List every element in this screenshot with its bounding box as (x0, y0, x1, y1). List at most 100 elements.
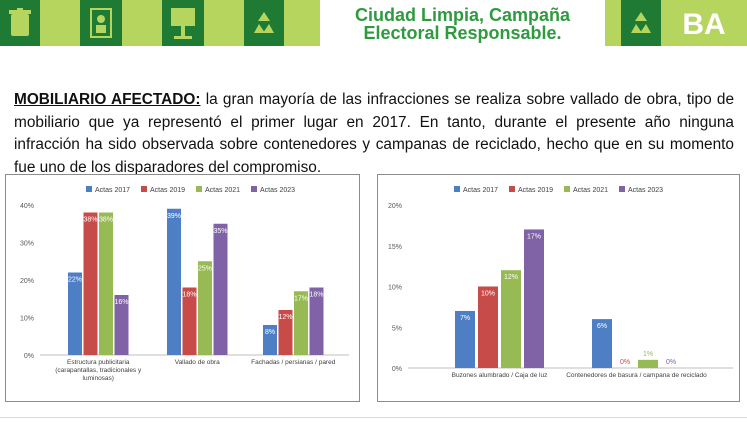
legend-swatch (86, 186, 92, 192)
poster-icon (90, 8, 112, 38)
chart-svg: 0% 10% 20% 30% 40% Actas 2017 Actas 2019 Actas … (20, 186, 349, 382)
bar (309, 287, 324, 355)
data-label: 12% (504, 274, 518, 281)
x-tick-label: (carapantallas, tradicionales y (55, 367, 142, 374)
intro-paragraph: MOBILIARIO AFECTADO: la gran mayoría de … (14, 89, 734, 179)
x-tick-label: Estructura publicitaria (67, 359, 130, 366)
bar (478, 286, 498, 368)
legend-swatch (251, 186, 257, 192)
header-banner: Ciudad Limpia, Campaña Electoral Respons… (0, 0, 747, 46)
banner-tile (204, 0, 244, 46)
legend-swatch (454, 186, 460, 192)
svg-text:BA: BA (682, 8, 725, 39)
bar (114, 295, 129, 355)
x-tick-label: luminosas) (83, 375, 114, 382)
bar (198, 261, 212, 355)
data-label: 39% (167, 213, 181, 220)
legend-label: Actas 2021 (573, 187, 608, 194)
chart-svg: 0% 5% 10% 15% 20% Actas 2017 Actas 2019 Actas 2… (388, 186, 733, 379)
legend-label: Actas 2021 (205, 187, 240, 194)
y-tick-label: 10% (388, 285, 402, 292)
data-label: 16% (114, 299, 128, 306)
data-label: 17% (527, 233, 541, 240)
data-label: 7% (460, 315, 470, 322)
legend-label: Actas 2017 (95, 187, 130, 194)
legend-label: Actas 2019 (150, 187, 185, 194)
data-label: 8% (265, 329, 275, 336)
y-tick-label: 0% (24, 353, 34, 360)
y-tick-label: 0% (392, 366, 402, 373)
divider (0, 417, 747, 418)
bar (294, 291, 308, 355)
trash-bin-icon (9, 8, 31, 36)
intro-label: MOBILIARIO AFECTADO: (14, 91, 201, 109)
data-label: 38% (83, 217, 97, 224)
y-tick-label: 30% (20, 241, 34, 248)
data-label: 12% (278, 314, 292, 321)
x-tick-label: Contenedores de basura / campana de reci… (566, 372, 707, 379)
y-tick-label: 5% (392, 325, 402, 332)
banner-tile (244, 0, 284, 46)
bar (638, 359, 658, 368)
banner-tile: BA (661, 0, 747, 46)
banner-tile (162, 0, 204, 46)
data-label: 38% (99, 217, 113, 224)
data-label: 18% (182, 292, 196, 299)
bar (213, 223, 228, 355)
legend-swatch (564, 186, 570, 192)
legend-label: Actas 2023 (260, 187, 295, 194)
data-label: 25% (198, 265, 212, 272)
banner-title-line1: Ciudad Limpia, Campaña (354, 5, 571, 25)
legend-label: Actas 2019 (518, 187, 553, 194)
banner-tile (122, 0, 162, 46)
y-tick-label: 15% (388, 244, 402, 251)
y-tick-label: 10% (20, 316, 34, 323)
bar (83, 212, 98, 355)
bar (501, 270, 521, 368)
data-label: 22% (68, 277, 82, 284)
ba-logo: BA (682, 8, 725, 39)
bar (278, 310, 293, 355)
bar (167, 208, 181, 355)
data-label: 17% (294, 295, 308, 302)
banner-tile (621, 0, 661, 46)
bar (524, 229, 544, 368)
legend-swatch (196, 186, 202, 192)
recycle-icon (254, 12, 274, 33)
legend-swatch (619, 186, 625, 192)
banner-tile (40, 0, 80, 46)
data-label: 0% (620, 359, 630, 366)
bar (68, 272, 82, 355)
x-tick-label: Vallado de obra (175, 359, 220, 366)
bar (182, 287, 197, 355)
legend-swatch (509, 186, 515, 192)
legend-label: Actas 2017 (463, 187, 498, 194)
y-tick-label: 20% (388, 203, 402, 210)
recycle-icon (631, 12, 651, 33)
intro-text: la gran mayoría de las infracciones se r… (14, 91, 734, 176)
bar (592, 319, 612, 368)
data-label: 0% (666, 359, 676, 366)
banner-title-line2: Electoral Responsable. (363, 23, 562, 43)
banner-tile (0, 0, 40, 46)
legend-swatch (141, 186, 147, 192)
legend-label: Actas 2023 (628, 187, 663, 194)
data-label: 18% (309, 292, 323, 299)
banner-tile (605, 0, 621, 46)
y-tick-label: 40% (20, 203, 34, 210)
data-label: 1% (643, 351, 653, 358)
data-label: 10% (481, 291, 495, 298)
data-label: 35% (213, 228, 227, 235)
billboard-tree-icon (171, 8, 195, 39)
chart-left: 0% 10% 20% 30% 40% Actas 2017 Actas 2019 Actas … (5, 174, 360, 402)
banner-title: Ciudad Limpia, Campaña Electoral Respons… (320, 6, 605, 42)
banner-tile (80, 0, 122, 46)
bar (455, 310, 475, 368)
banner-tile (284, 0, 320, 46)
x-tick-label: Fachadas / persianas / pared (251, 359, 336, 366)
chart-right: 0% 5% 10% 15% 20% Actas 2017 Actas 2019 Actas 2… (377, 174, 740, 402)
y-tick-label: 20% (20, 278, 34, 285)
x-tick-label: Buzones alumbrado / Caja de luz (452, 372, 548, 379)
bar (263, 325, 277, 355)
bar (99, 212, 113, 355)
